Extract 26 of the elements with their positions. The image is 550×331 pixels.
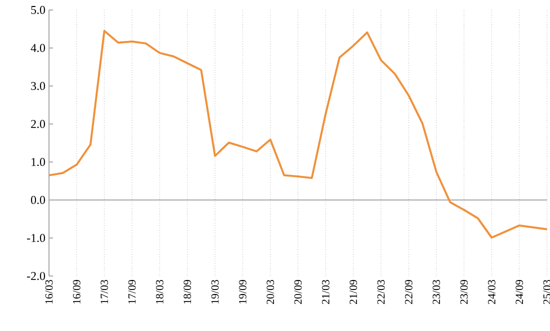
x-tick-label: 23/03 bbox=[432, 280, 440, 304]
x-tick-label: 16/03 bbox=[45, 280, 53, 304]
y-tick-label: 1.0 bbox=[32, 158, 46, 166]
x-tick-label: 20/03 bbox=[266, 280, 274, 304]
x-tick-label: 19/09 bbox=[238, 280, 246, 304]
y-tick-label: 3.0 bbox=[31, 82, 46, 90]
x-tick-label: 19/03 bbox=[211, 280, 219, 304]
y-tick-label: 5.0 bbox=[31, 6, 46, 14]
y-tick-label: 0.0 bbox=[30, 196, 46, 204]
x-tick-label: 21/09 bbox=[350, 280, 358, 304]
x-tick-label: 22/03 bbox=[377, 280, 385, 304]
x-tick-label: 18/09 bbox=[184, 280, 192, 304]
x-tick-label: 21/03 bbox=[322, 280, 330, 304]
y-tick-label: -2.0 bbox=[26, 272, 46, 280]
y-tick-label: -1.0 bbox=[26, 234, 46, 242]
x-tick-label: 17/09 bbox=[128, 280, 136, 304]
y-tick-label: 4.0 bbox=[30, 44, 46, 52]
x-tick-label: 16/09 bbox=[72, 280, 80, 304]
x-tick-label: 17/03 bbox=[100, 280, 108, 304]
x-tick-label: 23/09 bbox=[460, 280, 468, 304]
x-tick-label: 20/09 bbox=[294, 280, 302, 304]
x-tick-label: 18/03 bbox=[156, 280, 164, 304]
x-tick-label: 24/09 bbox=[516, 280, 524, 304]
y-tick-label: 2.0 bbox=[31, 120, 46, 128]
x-tick-label: 22/09 bbox=[404, 280, 412, 304]
x-tick-label: 24/03 bbox=[488, 280, 496, 304]
